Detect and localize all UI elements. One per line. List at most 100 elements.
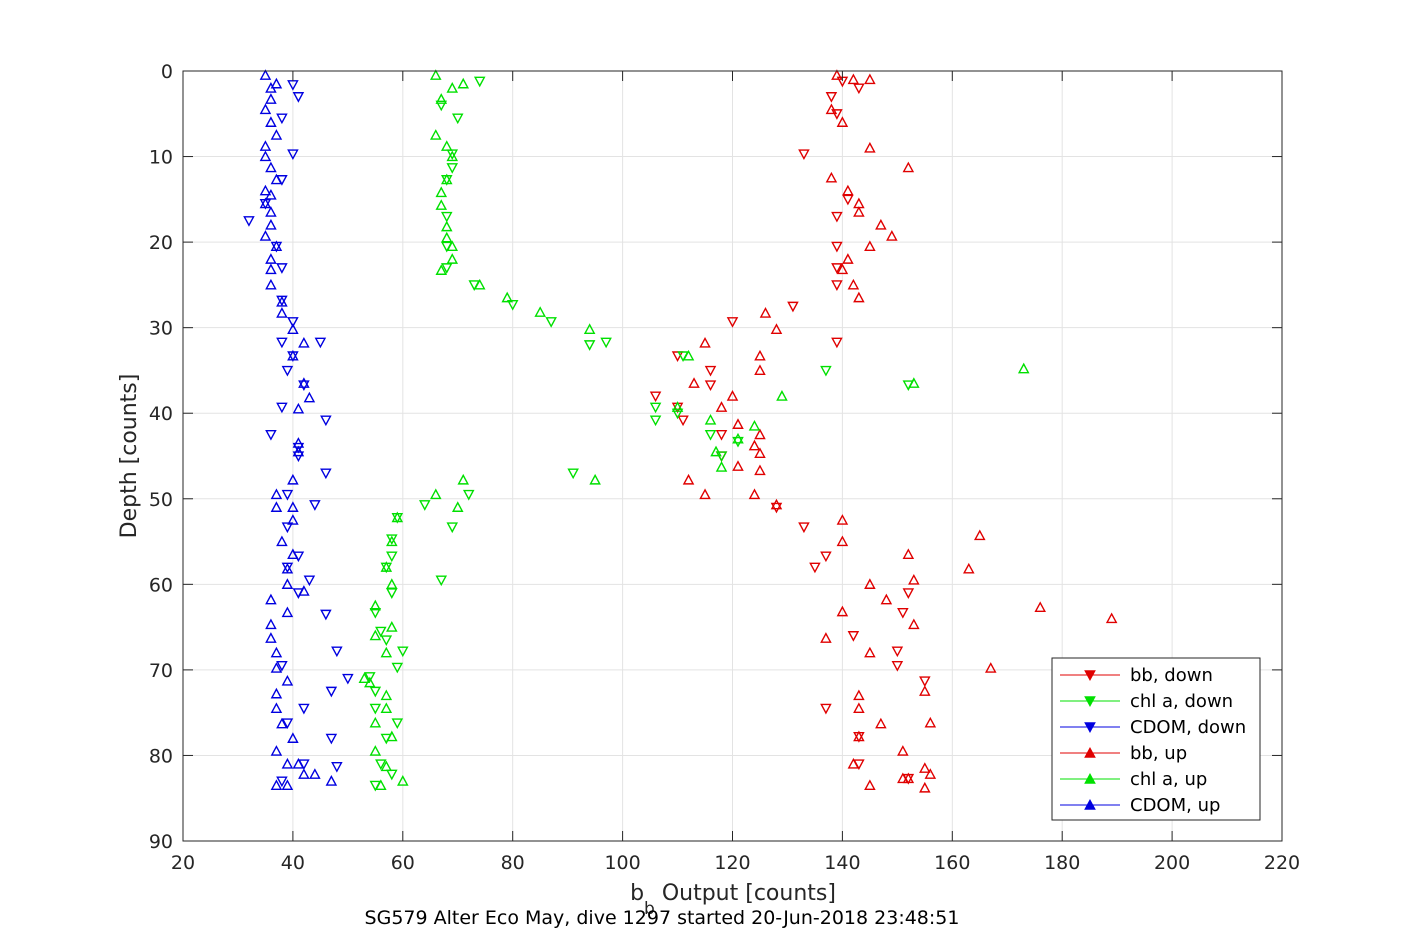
legend-marker — [1084, 722, 1096, 734]
data-point — [715, 430, 728, 441]
data-point — [963, 562, 975, 574]
data-point — [265, 116, 277, 127]
y-tick-label: 90 — [149, 831, 173, 853]
data-point — [325, 775, 338, 786]
data-point — [386, 769, 398, 781]
data-point — [825, 103, 838, 115]
data-point — [281, 779, 294, 790]
data-point — [473, 76, 486, 88]
data-point — [798, 149, 810, 161]
legend-marker — [1084, 772, 1096, 784]
data-point — [435, 93, 448, 104]
data-point — [787, 301, 799, 313]
data-point — [287, 732, 299, 743]
data-point — [457, 77, 470, 89]
data-point — [501, 291, 513, 303]
data-point — [891, 646, 904, 658]
data-point — [380, 760, 393, 772]
data-point — [380, 646, 393, 658]
data-point — [429, 69, 442, 80]
data-point — [919, 676, 931, 688]
data-point — [435, 199, 448, 210]
data-point — [649, 415, 662, 427]
data-point — [984, 662, 997, 673]
data-point — [446, 82, 459, 93]
data-point — [853, 83, 865, 95]
data-point — [391, 511, 404, 523]
data-point — [847, 73, 860, 85]
data-point — [276, 717, 288, 729]
data-point — [325, 733, 338, 745]
data-point — [600, 337, 612, 349]
data-point — [710, 445, 722, 457]
data-point — [281, 578, 294, 589]
data-point — [770, 498, 783, 510]
data-point — [386, 551, 398, 563]
data-point — [265, 263, 277, 275]
data-point — [380, 635, 393, 647]
data-point — [292, 451, 305, 463]
data-point — [287, 501, 299, 512]
data-point — [847, 757, 860, 769]
data-point — [446, 253, 459, 264]
data-point — [699, 488, 711, 500]
data-point — [386, 730, 398, 742]
data-point — [386, 588, 398, 599]
data-point — [820, 632, 832, 643]
data-point — [270, 745, 283, 756]
data-point — [303, 391, 316, 403]
data-point — [380, 689, 393, 701]
data-point — [281, 757, 294, 769]
legend-items: bb, down chl a, down CDOM, down bb, up chl a… — [1060, 665, 1246, 816]
data-point — [649, 391, 662, 403]
data-point — [688, 377, 700, 388]
y-tick-label: 70 — [149, 660, 173, 682]
data-point — [919, 781, 931, 793]
data-point — [853, 730, 865, 742]
data-point — [369, 629, 382, 641]
data-point — [281, 674, 294, 686]
data-point — [287, 317, 299, 328]
y-axis-ticks: 0 10 20 30 40 50 60 70 80 90 — [149, 61, 1282, 853]
data-point — [446, 240, 459, 251]
data-point — [831, 337, 843, 349]
data-point — [446, 163, 459, 174]
data-point — [270, 173, 283, 185]
data-point — [682, 349, 695, 361]
data-point — [748, 488, 761, 500]
x-tick-label: 100 — [604, 852, 640, 874]
y-tick-label: 80 — [149, 745, 173, 767]
data-point — [506, 299, 519, 311]
data-point — [298, 377, 310, 388]
data-point — [908, 377, 920, 388]
data-point — [908, 573, 920, 585]
data-point — [754, 464, 766, 476]
series-3 — [682, 69, 1118, 793]
data-point — [842, 184, 854, 196]
data-point — [902, 548, 915, 559]
data-point — [276, 535, 288, 547]
x-tick-label: 120 — [714, 852, 750, 874]
data-point — [309, 500, 321, 511]
data-point — [704, 380, 717, 392]
data-point — [924, 716, 937, 728]
data-point — [331, 761, 343, 773]
data-point — [732, 432, 744, 444]
data-point — [270, 488, 283, 500]
data-point — [842, 253, 854, 264]
x-axis-label-main: b — [630, 881, 644, 906]
data-point — [391, 662, 404, 674]
data-point — [831, 263, 843, 274]
data-point — [704, 430, 717, 441]
x-tick-label: 40 — [281, 852, 305, 874]
data-point — [677, 415, 689, 427]
y-tick-label: 60 — [149, 574, 173, 596]
data-point — [831, 69, 843, 80]
data-point — [419, 500, 431, 511]
legend-marker — [1084, 746, 1096, 758]
data-point — [726, 317, 739, 328]
data-point — [974, 529, 986, 541]
data-point — [831, 241, 843, 253]
series-5 — [259, 69, 338, 790]
